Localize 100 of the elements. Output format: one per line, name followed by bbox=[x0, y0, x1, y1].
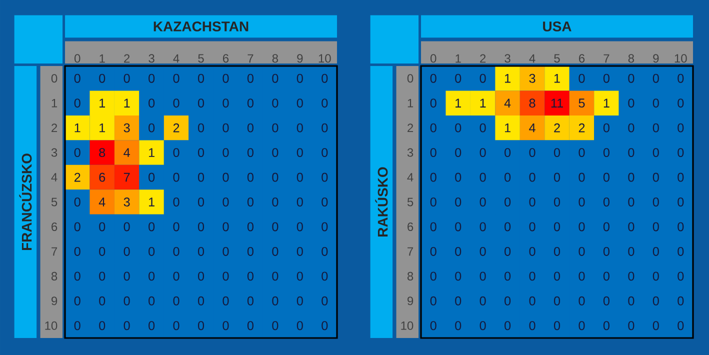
data-label: 0 bbox=[504, 148, 511, 158]
data-label: 0 bbox=[322, 148, 328, 158]
data-label: 0 bbox=[74, 246, 80, 256]
data-label: 0 bbox=[430, 246, 436, 256]
x-tick-label: 3 bbox=[504, 54, 510, 63]
data-label: 0 bbox=[652, 198, 659, 206]
data-label: 0 bbox=[99, 272, 106, 281]
x-tick-label: 2 bbox=[480, 54, 486, 63]
data-label: 0 bbox=[148, 321, 155, 330]
data-label: 0 bbox=[504, 296, 511, 306]
data-label: 0 bbox=[272, 272, 278, 281]
data-label: 0 bbox=[529, 296, 536, 306]
data-label: 0 bbox=[529, 272, 536, 281]
data-label: 11 bbox=[551, 98, 563, 108]
data-label: 1 bbox=[480, 98, 486, 108]
x-tick-label: 8 bbox=[272, 54, 278, 63]
data-label: 0 bbox=[322, 321, 328, 330]
data-label: 0 bbox=[652, 321, 659, 330]
data-label: 0 bbox=[603, 296, 610, 306]
y-tick-label: 2 bbox=[408, 124, 414, 132]
data-label: 3 bbox=[124, 198, 130, 206]
data-label: 0 bbox=[173, 246, 180, 256]
data-label: 0 bbox=[652, 148, 659, 158]
data-label: 0 bbox=[529, 198, 536, 206]
y-axis-title: FRANCÚZSKO bbox=[19, 154, 32, 250]
data-label: 0 bbox=[296, 98, 303, 108]
data-label: 0 bbox=[678, 222, 684, 232]
data-label: 0 bbox=[296, 123, 303, 132]
data-label: 0 bbox=[652, 246, 659, 256]
data-label: 0 bbox=[603, 246, 610, 256]
data-label: 0 bbox=[652, 296, 659, 306]
data-label: 0 bbox=[480, 222, 486, 232]
data-label: 0 bbox=[272, 321, 278, 330]
data-label: 0 bbox=[198, 296, 204, 306]
data-label: 0 bbox=[74, 148, 80, 158]
x-tick-label: 4 bbox=[173, 54, 180, 63]
data-label: 0 bbox=[554, 148, 560, 158]
x-tick-label: 1 bbox=[100, 54, 105, 63]
data-label: 0 bbox=[296, 272, 303, 281]
data-label: 0 bbox=[628, 296, 634, 306]
data-label: 0 bbox=[678, 74, 684, 83]
data-label: 0 bbox=[529, 148, 536, 158]
data-label: 4 bbox=[504, 98, 511, 108]
y-tick-label: 7 bbox=[52, 247, 58, 256]
data-label: 0 bbox=[173, 198, 180, 206]
data-label: 0 bbox=[678, 246, 684, 256]
data-label: 0 bbox=[99, 246, 106, 256]
data-label: 0 bbox=[628, 198, 634, 206]
data-label: 0 bbox=[455, 198, 462, 206]
data-label: 0 bbox=[198, 123, 204, 132]
data-label: 0 bbox=[504, 246, 511, 256]
data-label: 0 bbox=[578, 74, 585, 83]
data-label: 0 bbox=[455, 74, 462, 83]
data-label: 0 bbox=[480, 123, 486, 132]
data-label: 0 bbox=[247, 74, 254, 83]
data-label: 0 bbox=[430, 296, 436, 306]
data-label: 0 bbox=[529, 246, 536, 256]
data-label: 0 bbox=[173, 222, 180, 232]
y-tick-label: 7 bbox=[408, 247, 414, 256]
y-tick-label: 1 bbox=[52, 98, 58, 108]
data-label: 0 bbox=[480, 296, 486, 306]
data-label: 3 bbox=[529, 74, 536, 83]
data-label: 0 bbox=[173, 272, 180, 281]
x-tick-label: 8 bbox=[628, 54, 634, 63]
data-label: 0 bbox=[455, 272, 462, 281]
data-label: 0 bbox=[148, 172, 155, 182]
data-label: 1 bbox=[100, 98, 105, 108]
data-label: 2 bbox=[554, 123, 560, 132]
data-label: 0 bbox=[652, 74, 659, 83]
data-label: 0 bbox=[603, 123, 610, 132]
data-label: 0 bbox=[148, 296, 155, 306]
y-tick-label: 5 bbox=[407, 198, 414, 206]
data-label: 0 bbox=[603, 148, 610, 158]
data-label: 0 bbox=[504, 222, 511, 232]
data-label: 0 bbox=[222, 123, 229, 132]
data-label: 0 bbox=[322, 172, 328, 182]
data-label: 0 bbox=[455, 246, 462, 256]
data-label: 0 bbox=[247, 246, 254, 256]
data-label: 0 bbox=[578, 148, 585, 158]
data-label: 0 bbox=[554, 296, 560, 306]
data-label: 0 bbox=[529, 172, 536, 182]
data-label: 4 bbox=[98, 198, 106, 206]
data-label: 0 bbox=[480, 198, 486, 206]
y-tick-label: 10 bbox=[45, 321, 58, 330]
data-label: 0 bbox=[628, 272, 634, 281]
data-label: 0 bbox=[173, 98, 180, 108]
data-label: 0 bbox=[222, 74, 229, 83]
data-label: 0 bbox=[430, 172, 436, 182]
data-label: 0 bbox=[603, 222, 610, 232]
x-tick-label: 7 bbox=[248, 54, 254, 63]
data-label: 4 bbox=[529, 123, 536, 132]
data-label: 0 bbox=[322, 222, 328, 232]
data-label: 0 bbox=[296, 172, 303, 182]
data-label: 0 bbox=[480, 172, 486, 182]
data-label: 0 bbox=[455, 321, 462, 330]
y-tick-label: 6 bbox=[408, 222, 414, 231]
data-label: 0 bbox=[198, 172, 204, 182]
data-label: 0 bbox=[554, 198, 560, 206]
data-label: 0 bbox=[678, 272, 684, 281]
y-tick-label: 9 bbox=[408, 296, 414, 306]
